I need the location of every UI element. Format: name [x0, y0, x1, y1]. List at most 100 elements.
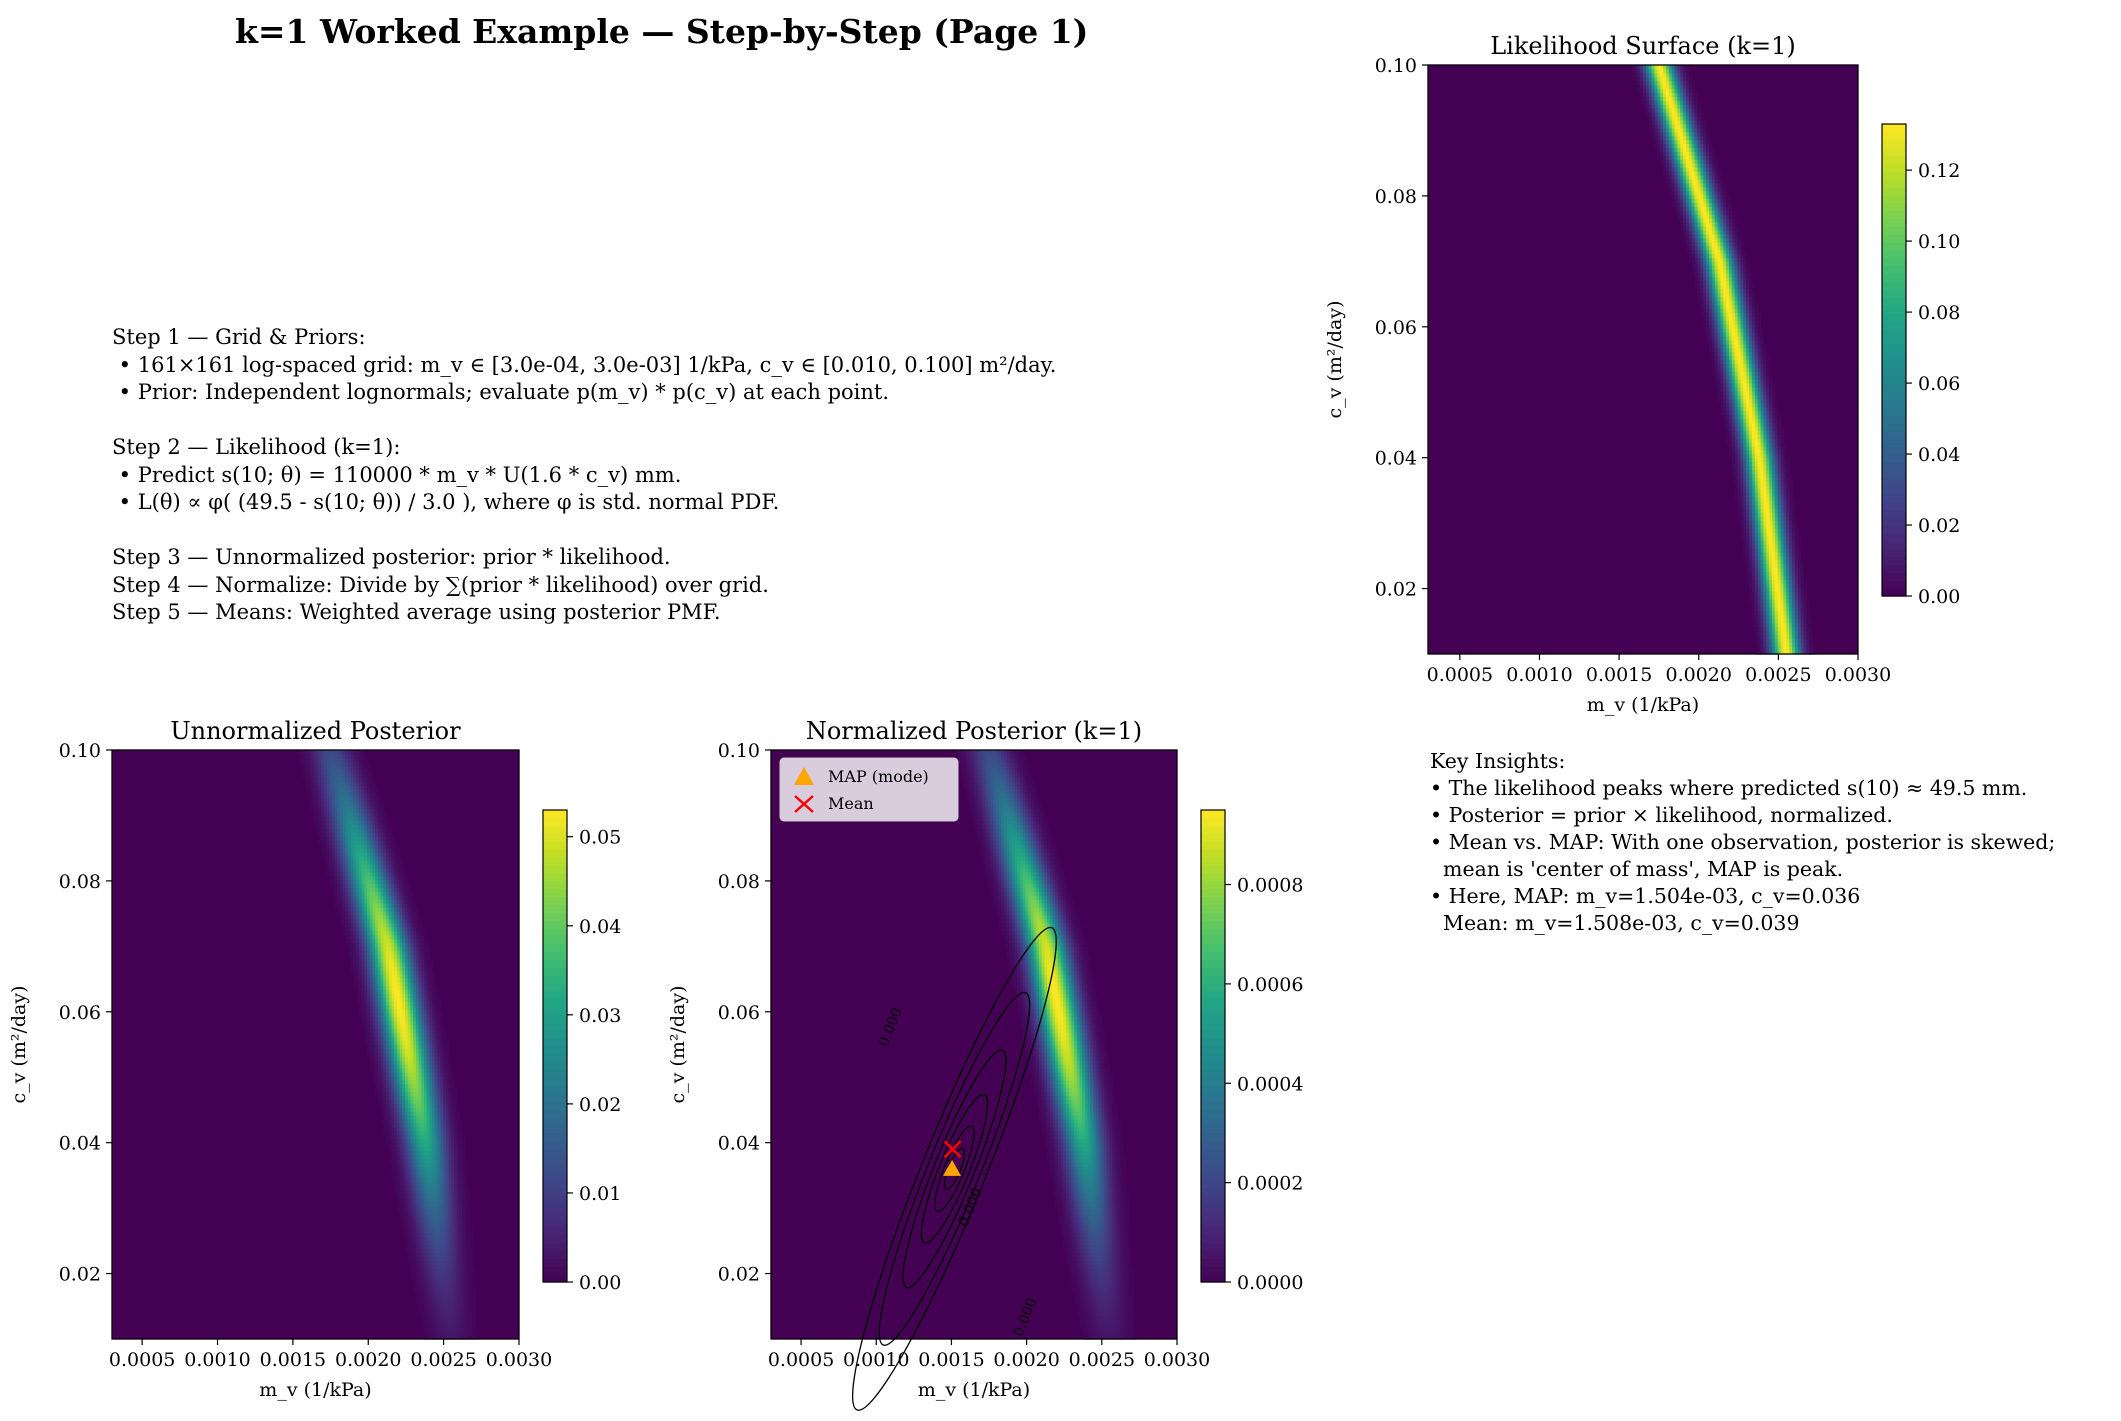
heatmap-cell: [1800, 634, 1805, 639]
heatmap-cell: [1740, 493, 1744, 498]
heatmap-cell: [1757, 587, 1762, 592]
heatmap-cell: [1743, 536, 1747, 541]
heatmap-cell: [1783, 520, 1787, 526]
heatmap-cell: [1760, 339, 1764, 345]
heatmap-cell: [1772, 512, 1776, 518]
heatmap-cell: [1783, 551, 1787, 557]
heatmap-cell: [1749, 528, 1753, 533]
colorbar-segment: [1882, 588, 1906, 597]
heatmap-cell: [1749, 524, 1753, 529]
heatmap-cell: [1803, 638, 1807, 643]
key-insights-line: • The likelihood peaks where predicted s…: [1430, 776, 2028, 800]
colorbar-segment: [1882, 289, 1906, 298]
x-tick-label: 0.0010: [1506, 664, 1572, 686]
heatmap-cell: [1777, 587, 1782, 592]
heatmap-cell: [1731, 477, 1736, 482]
heatmap-cell: [1751, 461, 1756, 467]
heatmap-cell: [1766, 544, 1770, 549]
heatmap-cell: [1754, 555, 1759, 561]
heatmap-cell: [472, 1284, 477, 1289]
heatmap-cell: [1769, 496, 1773, 502]
heatmap-cell: [1760, 555, 1764, 561]
colorbar-segment: [1882, 470, 1906, 479]
heatmap-cell: [456, 1115, 460, 1120]
heatmap-cell: [1757, 646, 1762, 651]
heatmap-cell: [1780, 504, 1785, 510]
heatmap-cell: [1769, 493, 1773, 498]
heatmap-cell: [1737, 477, 1742, 482]
heatmap-cell: [1760, 520, 1764, 526]
heatmap-cell: [1706, 135, 1710, 141]
heatmap-cell: [1792, 512, 1796, 518]
heatmap-cell: [1774, 591, 1779, 596]
heatmap-cell: [1754, 591, 1759, 596]
heatmap-cell: [1751, 602, 1756, 608]
heatmap-cell: [1780, 434, 1785, 439]
heatmap-cell: [1809, 646, 1813, 651]
heatmap-cell: [1734, 453, 1739, 459]
heatmap-cell: [1763, 606, 1767, 612]
heatmap-cell: [1777, 642, 1782, 647]
heatmap-cell: [1740, 520, 1744, 526]
heatmap-cell: [1797, 626, 1802, 632]
heatmap-cell: [1757, 508, 1762, 514]
heatmap-cell: [1731, 469, 1736, 474]
heatmap-cell: [1766, 477, 1770, 482]
heatmap-cell: [1749, 571, 1753, 577]
heatmap-cell: [1763, 465, 1767, 471]
heatmap-cell: [1783, 449, 1787, 455]
heatmap-cell: [1769, 528, 1773, 533]
heatmap-cell: [1763, 520, 1767, 526]
colorbar-tick-label: 0.00: [1918, 586, 1960, 608]
heatmap-cell: [1751, 532, 1756, 537]
heatmap-cell: [1749, 587, 1753, 592]
heatmap-cell: [1774, 622, 1779, 628]
heatmap-cell: [1783, 477, 1787, 482]
heatmap-cell: [464, 1181, 469, 1187]
colorbar-tick-label: 0.04: [1918, 444, 1960, 466]
heatmap-cell: [1800, 622, 1805, 628]
heatmap-cell: [1757, 571, 1762, 577]
heatmap-cell: [1703, 123, 1707, 129]
heatmap-cell: [1734, 461, 1739, 467]
heatmap-cell: [1706, 131, 1710, 137]
heatmap-cell: [1737, 229, 1742, 235]
heatmap-cell: [1794, 579, 1799, 584]
heatmap-cell: [1792, 579, 1796, 584]
heatmap-cell: [1774, 457, 1779, 463]
heatmap-cell: [1754, 595, 1759, 600]
heatmap-cell: [1792, 646, 1796, 651]
heatmap-cell: [1751, 540, 1756, 545]
heatmap-cell: [1794, 642, 1799, 647]
heatmap-cell: [1777, 602, 1782, 608]
heatmap-cell: [1794, 551, 1799, 557]
heatmap-cell: [467, 1221, 471, 1226]
heatmap-cell: [1766, 520, 1770, 526]
heatmap-cell: [1754, 559, 1759, 565]
heatmap-cell: [1749, 591, 1753, 596]
heatmap-cell: [1749, 280, 1753, 286]
heatmap-cell: [472, 1299, 477, 1305]
heatmap-cell: [1746, 473, 1750, 478]
heatmap-cell: [472, 1307, 477, 1313]
heatmap-cell: [1751, 284, 1756, 290]
heatmap-cell: [1766, 646, 1770, 651]
y-tick-label: 0.02: [1375, 579, 1417, 601]
heatmap-cell: [472, 1276, 477, 1281]
heatmap-cell: [1757, 493, 1762, 498]
heatmap-cell: [1746, 532, 1750, 537]
heatmap-cell: [464, 1174, 469, 1179]
heatmap-cell: [1774, 606, 1779, 612]
heatmap-cell: [1789, 516, 1793, 522]
heatmap-cell: [1743, 489, 1747, 494]
heatmap-cell: [1760, 575, 1764, 580]
heatmap-cell: [1754, 638, 1759, 643]
heatmap-cell: [1786, 516, 1790, 522]
heatmap-cell: [1777, 579, 1782, 584]
heatmap-cell: [1763, 622, 1767, 628]
heatmap-cell: [1792, 614, 1796, 620]
heatmap-cell: [1783, 540, 1787, 545]
heatmap-cell: [1780, 547, 1785, 553]
heatmap-cell: [1783, 504, 1787, 510]
heatmap-cell: [1763, 646, 1767, 651]
